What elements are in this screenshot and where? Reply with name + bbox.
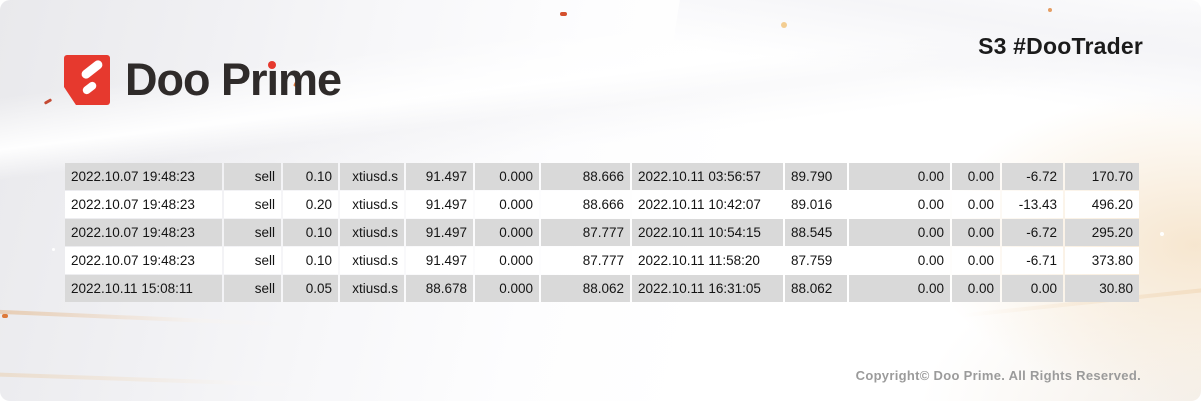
table-row: 2022.10.07 19:48:23 sell 0.10 xtiusd.s 91.49… xyxy=(65,163,1139,190)
brand-header: Doo Prıme xyxy=(64,54,342,105)
cell-type: sell xyxy=(224,275,281,302)
cell-swap: -13.43 xyxy=(1002,191,1063,218)
confetti-dot xyxy=(1048,8,1052,12)
cell-swap: -6.72 xyxy=(1002,163,1063,190)
background-swoosh xyxy=(672,0,1201,154)
brand-text-i: ı xyxy=(266,54,279,105)
cell-open-price: 91.497 xyxy=(406,219,473,246)
cell-symbol: xtiusd.s xyxy=(340,275,404,302)
trades-table: 2022.10.07 19:48:23 sell 0.10 xtiusd.s 91.49… xyxy=(63,162,1141,303)
cell-close-price: 89.016 xyxy=(785,191,847,218)
trades-tbody: 2022.10.07 19:48:23 sell 0.10 xtiusd.s 91.49… xyxy=(65,163,1139,302)
table-row: 2022.10.07 19:48:23 sell 0.20 xtiusd.s 91.49… xyxy=(65,191,1139,218)
cell-stop-loss: 0.000 xyxy=(475,191,539,218)
cell-profit: 496.20 xyxy=(1065,191,1139,218)
confetti-streak xyxy=(0,309,290,327)
cell-commission: 0.00 xyxy=(849,219,950,246)
brand-text-post: me xyxy=(278,54,342,105)
cell-symbol: xtiusd.s xyxy=(340,191,404,218)
cell-profit: 30.80 xyxy=(1065,275,1139,302)
cell-volume: 0.10 xyxy=(283,163,338,190)
cell-close-price: 88.545 xyxy=(785,219,847,246)
cell-commission: 0.00 xyxy=(849,275,950,302)
cell-close-time: 2022.10.11 16:31:05 xyxy=(632,275,783,302)
cell-swap: -6.71 xyxy=(1002,247,1063,274)
cell-volume: 0.20 xyxy=(283,191,338,218)
cell-profit: 373.80 xyxy=(1065,247,1139,274)
cell-volume: 0.10 xyxy=(283,219,338,246)
cell-take-profit: 87.777 xyxy=(541,219,630,246)
cell-open-time: 2022.10.11 15:08:11 xyxy=(65,275,222,302)
table-row: 2022.10.07 19:48:23 sell 0.10 xtiusd.s 91.49… xyxy=(65,247,1139,274)
cell-swap: 0.00 xyxy=(1002,275,1063,302)
cell-take-profit: 87.777 xyxy=(541,247,630,274)
cell-commission: 0.00 xyxy=(849,191,950,218)
confetti-dot xyxy=(560,12,567,16)
cell-close-time: 2022.10.11 03:56:57 xyxy=(632,163,783,190)
confetti-streak xyxy=(0,372,320,388)
cell-taxes: 0.00 xyxy=(952,219,1000,246)
table-row: 2022.10.11 15:08:11 sell 0.05 xtiusd.s 88.67… xyxy=(65,275,1139,302)
table-row: 2022.10.07 19:48:23 sell 0.10 xtiusd.s 91.49… xyxy=(65,219,1139,246)
cell-open-price: 88.678 xyxy=(406,275,473,302)
cell-take-profit: 88.062 xyxy=(541,275,630,302)
confetti-dot xyxy=(2,314,8,318)
cell-close-time: 2022.10.11 10:42:07 xyxy=(632,191,783,218)
cell-close-price: 88.062 xyxy=(785,275,847,302)
cell-volume: 0.05 xyxy=(283,275,338,302)
cell-symbol: xtiusd.s xyxy=(340,163,404,190)
cell-commission: 0.00 xyxy=(849,163,950,190)
cell-profit: 170.70 xyxy=(1065,163,1139,190)
cell-open-price: 91.497 xyxy=(406,247,473,274)
cell-close-price: 87.759 xyxy=(785,247,847,274)
cell-open-time: 2022.10.07 19:48:23 xyxy=(65,247,222,274)
cell-close-time: 2022.10.11 11:58:20 xyxy=(632,247,783,274)
cell-type: sell xyxy=(224,191,281,218)
cell-take-profit: 88.666 xyxy=(541,163,630,190)
cell-close-time: 2022.10.11 10:54:15 xyxy=(632,219,783,246)
cell-taxes: 0.00 xyxy=(952,163,1000,190)
logo-slash-icon xyxy=(81,80,98,96)
cell-type: sell xyxy=(224,163,281,190)
cell-commission: 0.00 xyxy=(849,247,950,274)
cell-taxes: 0.00 xyxy=(952,247,1000,274)
program-label: S3 #DooTrader xyxy=(978,33,1143,59)
cell-take-profit: 88.666 xyxy=(541,191,630,218)
logo-slash-icon xyxy=(79,58,105,81)
cell-stop-loss: 0.000 xyxy=(475,247,539,274)
copyright-text: Copyright© Doo Prime. All Rights Reserve… xyxy=(855,368,1141,383)
cell-stop-loss: 0.000 xyxy=(475,163,539,190)
sparkle-dot xyxy=(52,248,55,251)
cell-open-price: 91.497 xyxy=(406,191,473,218)
sparkle-dot xyxy=(1160,232,1164,236)
cell-close-price: 89.790 xyxy=(785,163,847,190)
cell-open-time: 2022.10.07 19:48:23 xyxy=(65,191,222,218)
confetti-dot xyxy=(43,98,53,105)
confetti-dot xyxy=(781,22,787,28)
cell-profit: 295.20 xyxy=(1065,219,1139,246)
cell-open-time: 2022.10.07 19:48:23 xyxy=(65,163,222,190)
doo-prime-logo-icon xyxy=(64,55,110,105)
cell-taxes: 0.00 xyxy=(952,191,1000,218)
cell-swap: -6.72 xyxy=(1002,219,1063,246)
cell-open-time: 2022.10.07 19:48:23 xyxy=(65,219,222,246)
brand-text-pre: Doo Pr xyxy=(125,54,268,105)
cell-stop-loss: 0.000 xyxy=(475,219,539,246)
cell-open-price: 91.497 xyxy=(406,163,473,190)
cell-stop-loss: 0.000 xyxy=(475,275,539,302)
cell-type: sell xyxy=(224,219,281,246)
cell-volume: 0.10 xyxy=(283,247,338,274)
brand-wordmark: Doo Prıme xyxy=(125,54,342,105)
cell-taxes: 0.00 xyxy=(952,275,1000,302)
cell-symbol: xtiusd.s xyxy=(340,219,404,246)
cell-type: sell xyxy=(224,247,281,274)
cell-symbol: xtiusd.s xyxy=(340,247,404,274)
